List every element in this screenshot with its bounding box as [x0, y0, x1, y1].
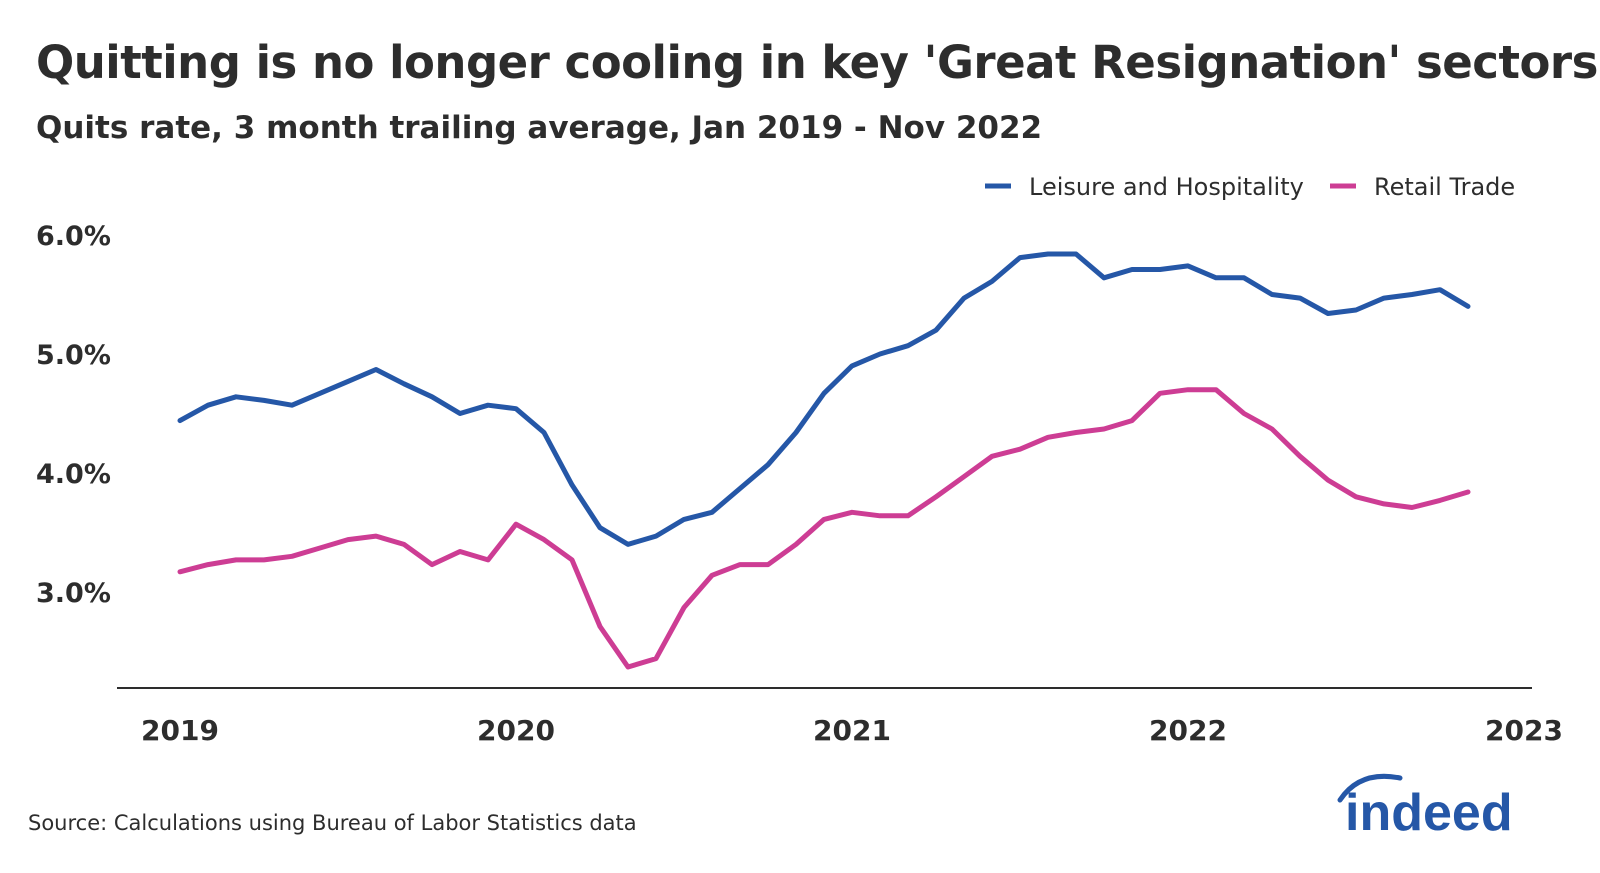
source-note: Source: Calculations using Bureau of Lab… — [28, 811, 637, 835]
y-tick-label: 3.0% — [36, 578, 111, 609]
x-tick-label: 2022 — [1149, 714, 1227, 747]
x-tick-label: 2023 — [1485, 714, 1563, 747]
series-line-0 — [177, 251, 1471, 547]
y-tick-label: 5.0% — [36, 340, 111, 371]
chart-subtitle: Quits rate, 3 month trailing average, Ja… — [36, 110, 1043, 146]
y-tick-label: 4.0% — [36, 459, 111, 490]
legend-label: Leisure and Hospitality — [1029, 173, 1304, 201]
y-tick-label: 6.0% — [36, 221, 111, 252]
x-tick-label: 2021 — [813, 714, 891, 747]
series-line-1 — [177, 387, 1471, 670]
indeed-logo: indeed — [1337, 773, 1513, 842]
chart-title: Quitting is no longer cooling in key 'Gr… — [36, 36, 1598, 89]
legend-label: Retail Trade — [1374, 173, 1515, 201]
x-tick-label: 2019 — [141, 714, 219, 747]
svg-text:indeed: indeed — [1345, 784, 1513, 842]
x-tick-label: 2020 — [477, 714, 555, 747]
